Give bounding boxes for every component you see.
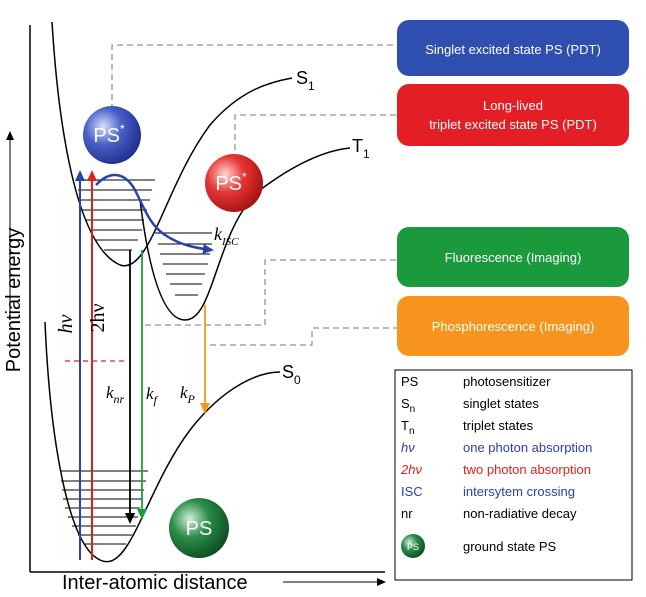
legend-ground-sphere-icon xyxy=(401,534,425,558)
legend-symbol: nr xyxy=(401,506,413,521)
ps-ground-text: PS xyxy=(186,518,213,540)
kp-label-k: k xyxy=(180,383,188,402)
t1-curve-label: T1 xyxy=(352,136,370,161)
knr-label-k: k xyxy=(106,383,114,402)
isc-arrow xyxy=(95,173,214,254)
s0-letter: S xyxy=(282,362,294,382)
legend-symbol: Sn xyxy=(401,396,415,415)
hv-label: hν xyxy=(55,314,77,333)
phosphorescence-imaging-box: Phosphorescence (Imaging) xyxy=(397,296,629,356)
kisc-label-sub: ISC xyxy=(221,236,239,248)
fluorescence-text: Fluorescence (Imaging) xyxy=(445,250,582,265)
kp-label-sub: P xyxy=(187,392,196,406)
legend-box xyxy=(394,369,633,581)
legend-symbol: PS xyxy=(407,542,419,552)
legend-row: PS photosensitizer xyxy=(401,374,551,389)
kf-label-sub: f xyxy=(154,393,159,407)
legend: PS photosensitizer Sn singlet states Tn tripl… xyxy=(400,374,592,558)
legend-description: singlet states xyxy=(463,396,539,411)
ps-ground-sphere: PS xyxy=(169,498,229,558)
ps-triplet-text: PS xyxy=(215,173,242,195)
legend-symbol: Tn xyxy=(401,418,415,437)
kf-label-k: k xyxy=(146,384,154,403)
legend-row: nr non-radiative decay xyxy=(401,506,577,521)
knr-label-sub: nr xyxy=(114,392,125,406)
kisc-label: kISC xyxy=(214,224,239,248)
legend-row: Sn singlet states xyxy=(401,396,539,415)
legend-description: one photon absorption xyxy=(463,440,592,455)
legend-description: photosensitizer xyxy=(463,374,551,389)
t1-sub: 1 xyxy=(363,147,370,161)
phosphorescence-text: Phosphorescence (Imaging) xyxy=(432,319,595,334)
s0-sub: 0 xyxy=(294,373,301,387)
legend-symbol: hν xyxy=(401,440,415,455)
triplet-pdt-box: Long-lived triplet excited state PS (PDT… xyxy=(397,84,629,146)
ps-singlet-text: PS xyxy=(93,125,120,147)
s1-letter: S xyxy=(296,68,308,88)
y-axis-label: Potential energy xyxy=(3,228,25,373)
legend-symbol: 2hν xyxy=(400,462,422,477)
legend-row: Tn triplet states xyxy=(401,418,534,437)
s1-curve-label: S1 xyxy=(296,68,315,93)
triplet-pdt-text-line1: Long-lived xyxy=(483,98,543,113)
s0-curve-label: S0 xyxy=(282,362,301,387)
ps-singlet-sphere: PS* xyxy=(83,106,141,164)
legend-description: two photon absorption xyxy=(463,462,591,477)
kp-label: kP xyxy=(180,383,196,406)
legend-row: PS ground state PS xyxy=(401,534,557,558)
singlet-pdt-box: Singlet excited state PS (PDT) xyxy=(397,20,629,76)
ps-triplet-sup: * xyxy=(242,170,247,184)
legend-description: non-radiative decay xyxy=(463,506,577,521)
two-hv-label-text: 2hν xyxy=(87,303,109,332)
legend-symbol: ISC xyxy=(401,484,423,499)
fluorescence-imaging-box: Fluorescence (Imaging) xyxy=(397,227,629,287)
t1-vibrational-levels xyxy=(155,232,212,296)
ps-triplet-sphere: PS* xyxy=(205,154,263,212)
legend-row: hν one photon absorption xyxy=(401,440,592,455)
hv-label-text: hν xyxy=(55,314,77,333)
t1-letter: T xyxy=(352,136,363,156)
legend-symbol: PS xyxy=(401,374,419,389)
x-axis-label: Inter-atomic distance xyxy=(62,572,248,594)
two-hv-label: 2hν xyxy=(87,303,109,332)
knr-label: knr xyxy=(106,383,125,406)
legend-description: ground state PS xyxy=(463,539,557,554)
s1-vibrational-levels xyxy=(76,179,155,251)
ps-singlet-sup: * xyxy=(120,122,125,136)
triplet-pdt-text-line2: triplet excited state PS (PDT) xyxy=(429,117,597,132)
kf-label: kf xyxy=(146,384,159,407)
legend-description: intersytem crossing xyxy=(463,484,575,499)
legend-row: ISC intersytem crossing xyxy=(401,484,575,499)
s1-sub: 1 xyxy=(308,79,315,93)
svg-text:PS*: PS* xyxy=(93,122,125,147)
kisc-label-k: k xyxy=(214,224,223,244)
singlet-pdt-text: Singlet excited state PS (PDT) xyxy=(425,42,601,57)
legend-description: triplet states xyxy=(463,418,534,433)
legend-row: 2hν two photon absorption xyxy=(400,462,591,477)
s0-curve xyxy=(44,321,281,563)
t1-curve xyxy=(139,147,351,321)
svg-text:PS*: PS* xyxy=(215,170,247,195)
